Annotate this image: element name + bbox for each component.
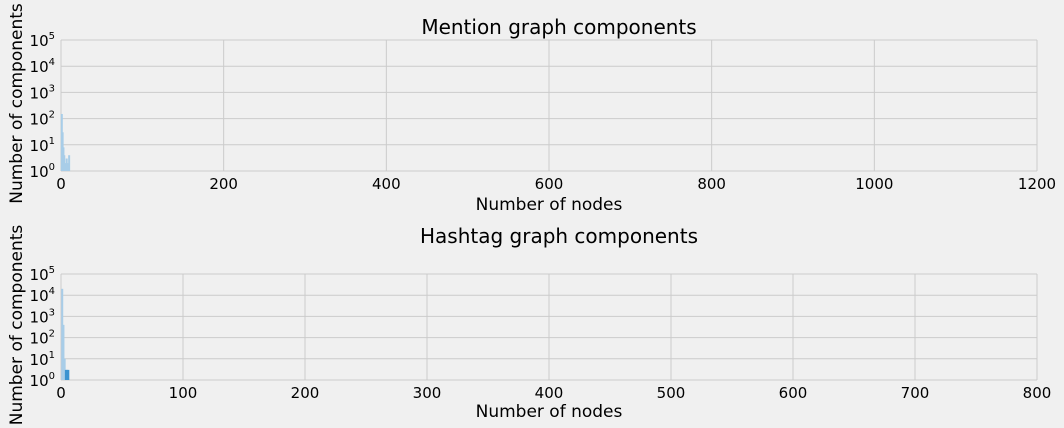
x-axis-label: Number of nodes — [476, 195, 623, 215]
bar — [64, 369, 67, 380]
y-tick-label: 101 — [30, 136, 55, 155]
y-tick-label: 105 — [30, 31, 55, 50]
y-tick-label: 103 — [30, 307, 55, 326]
hashtag-chart: 0 100 200 300 400 500 600 700 800100101102103104… — [7, 224, 1051, 425]
bar — [61, 288, 64, 380]
x-tick-label: 300 — [413, 384, 442, 402]
x-tick-label: 1200 — [1018, 175, 1056, 193]
bar — [67, 369, 70, 380]
x-tick-label: 600 — [535, 175, 564, 193]
y-tick-label: 103 — [30, 83, 55, 102]
x-tick-label: 700 — [901, 384, 930, 402]
bar — [64, 163, 67, 171]
y-tick-label: 102 — [30, 110, 55, 129]
y-tick-label: 105 — [30, 265, 55, 284]
bar — [63, 358, 66, 380]
x-tick-label: 800 — [697, 175, 726, 193]
x-tick-label: 500 — [657, 384, 686, 402]
x-axis-label: Number of nodes — [476, 402, 623, 422]
x-tick-label: 100 — [169, 384, 198, 402]
y-tick-label: 104 — [30, 286, 55, 305]
x-tick-label: 0 — [56, 175, 66, 193]
y-tick-label: 104 — [30, 57, 55, 76]
mention-chart: 0 200 400 600 800 1000 1200 100 101 102 103 104 105 M… — [7, 3, 1056, 215]
x-tick-label: 400 — [535, 384, 564, 402]
x-tick-label: 200 — [291, 384, 320, 402]
chart-title: Mention graph components — [421, 15, 696, 39]
y-tick-label: 102 — [30, 329, 55, 348]
x-tick-label: 800 — [1023, 384, 1052, 402]
bar — [66, 163, 69, 171]
y-tick-label: 100 — [30, 371, 55, 390]
x-tick-label: 0 — [56, 384, 66, 402]
y-tick-label: 101 — [30, 350, 55, 369]
y-tick-label: 100 — [30, 162, 55, 181]
bar — [68, 155, 71, 171]
x-tick-label: 1000 — [855, 175, 893, 193]
chart-title: Hashtag graph components — [420, 224, 698, 248]
x-tick-label: 400 — [372, 175, 401, 193]
bar — [62, 324, 65, 380]
bar — [66, 369, 69, 380]
y-axis-label: Number of components — [7, 3, 27, 204]
x-tick-label: 600 — [779, 384, 808, 402]
x-tick-label: 200 — [209, 175, 238, 193]
y-axis-label: Number of components — [7, 225, 27, 426]
